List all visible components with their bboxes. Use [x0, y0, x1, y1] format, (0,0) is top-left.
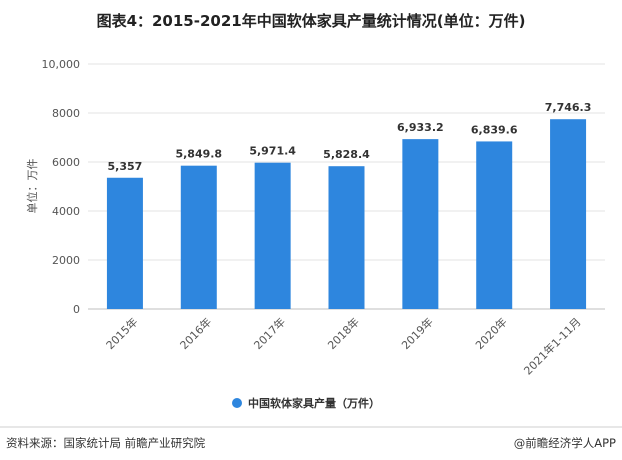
footer-brand: @前瞻经济学人APP — [514, 436, 616, 450]
x-tick-labels: 2015年 2016年 2017年 2018年 2019年 2020年 2021年1-11月 — [103, 315, 584, 378]
legend-marker — [232, 398, 242, 408]
value-label: 7,746.3 — [545, 101, 592, 114]
gridlines — [88, 63, 605, 261]
legend-label: 中国软体家具产量（万件） — [248, 396, 380, 410]
footer-source: 资料来源：国家统计局 前瞻产业研究院 — [6, 436, 206, 450]
bar — [550, 119, 587, 309]
value-label: 5,828.4 — [323, 148, 370, 161]
x-tick-label: 2020年 — [472, 315, 509, 352]
y-tick-label: 2000 — [52, 254, 80, 267]
value-label: 5,357 — [108, 160, 143, 173]
y-tick-label: 6000 — [52, 156, 80, 169]
bars — [106, 119, 587, 309]
y-axis-label: 单位：万件 — [25, 159, 39, 214]
x-tick-label: 2019年 — [398, 315, 435, 352]
value-label: 6,839.6 — [471, 123, 518, 136]
x-tick-label: 2018年 — [325, 315, 362, 352]
y-tick-labels: 0 2000 4000 6000 8000 10,000 — [42, 58, 81, 316]
x-tick-label: 2015年 — [103, 315, 140, 352]
y-tick-label: 10,000 — [42, 58, 81, 71]
y-tick-label: 4000 — [52, 205, 80, 218]
x-tick-label: 2017年 — [251, 315, 288, 352]
value-label: 5,849.8 — [175, 148, 222, 161]
bar — [180, 165, 217, 309]
value-labels: 5,357 5,849.8 5,971.4 5,828.4 6,933.2 6,839.6… — [108, 101, 592, 173]
y-tick-label: 0 — [73, 303, 80, 316]
legend: 中国软体家具产量（万件） — [232, 396, 380, 410]
bar — [476, 141, 513, 309]
y-tick-label: 8000 — [52, 107, 80, 120]
bar — [254, 162, 291, 309]
x-tick-label: 2021年1-11月 — [521, 315, 584, 378]
bar — [402, 139, 439, 309]
value-label: 6,933.2 — [397, 121, 444, 134]
x-tick-label: 2016年 — [177, 315, 214, 352]
chart-title: 图表4：2015-2021年中国软体家具产量统计情况(单位：万件) — [97, 12, 526, 30]
value-label: 5,971.4 — [249, 145, 296, 158]
bar — [328, 166, 365, 309]
bar — [106, 177, 143, 309]
